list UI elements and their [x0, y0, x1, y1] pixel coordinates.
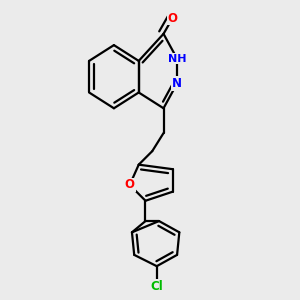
Text: N: N [172, 77, 182, 90]
Text: NH: NH [168, 54, 186, 64]
Text: Cl: Cl [150, 280, 163, 293]
Text: O: O [168, 11, 178, 25]
Text: O: O [125, 178, 135, 191]
